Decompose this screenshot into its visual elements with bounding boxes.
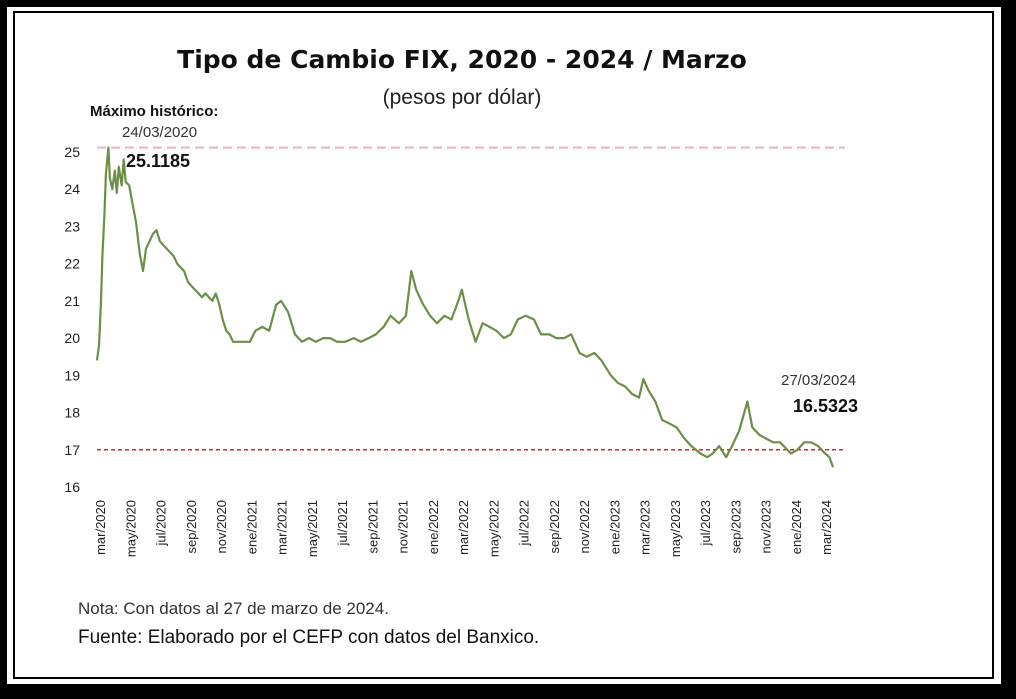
x-tick-label: mar/2024 [819,500,834,555]
y-tick-label: 20 [64,330,80,346]
y-tick-label: 25 [64,144,80,160]
chart-title: Tipo de Cambio FIX, 2020 - 2024 / Marzo [177,45,747,74]
max-historic-date: 24/03/2020 [122,124,197,141]
series-group [95,146,835,468]
x-tick-label: nov/2020 [214,500,229,554]
source-note: Fuente: Elaborado por el CEFP con datos … [78,627,539,648]
x-tick-label: mar/2020 [93,500,108,555]
x-tick-label: may/2022 [486,500,501,557]
max-historic-value: 25.1185 [126,151,190,171]
x-tick-label: nov/2023 [759,500,774,554]
series-line [95,146,835,468]
y-tick-label: 21 [64,293,80,309]
chart-subtitle: (pesos por dólar) [383,86,542,109]
x-tick-label: jul/2021 [335,500,350,547]
inner-frame [13,11,994,679]
y-tick-label: 24 [64,181,80,197]
y-tick-label: 22 [64,256,80,272]
last-value: 16.5323 [793,396,858,416]
x-tick-label: jul/2020 [154,500,169,547]
y-tick-label: 17 [64,442,80,458]
y-tick-label: 23 [64,218,80,234]
x-tick-label: nov/2022 [577,500,592,554]
footnote: Nota: Con datos al 27 de marzo de 2024. [78,599,389,618]
x-tick-label: nov/2021 [396,500,411,554]
x-tick-label: ene/2024 [789,500,804,554]
x-tick-label: may/2020 [123,500,138,557]
last-value-date: 27/03/2024 [781,372,856,389]
x-tick-label: may/2023 [668,500,683,557]
x-tick-label: mar/2023 [638,500,653,555]
max-historic-label: Máximo histórico: [90,103,218,120]
y-tick-label: 19 [64,367,80,383]
x-tick-label: jul/2023 [698,500,713,547]
x-tick-label: jul/2022 [517,500,532,547]
x-tick-label: sep/2022 [547,500,562,554]
x-axis: mar/2020 may/2020 jul/2020 sep/2020 nov/2020… [93,500,834,557]
y-tick-label: 18 [64,405,80,421]
x-tick-label: mar/2021 [275,500,290,555]
x-tick-label: ene/2022 [426,500,441,554]
x-tick-label: ene/2023 [607,500,622,554]
x-tick-label: may/2021 [305,500,320,557]
x-tick-label: sep/2023 [728,500,743,554]
x-tick-label: sep/2021 [365,500,380,554]
x-tick-label: ene/2021 [244,500,259,554]
y-tick-label: 16 [64,479,80,495]
y-axis: 16 17 18 19 20 21 22 23 24 25 [64,144,80,495]
x-tick-label: sep/2020 [184,500,199,554]
x-tick-label: mar/2022 [456,500,471,555]
